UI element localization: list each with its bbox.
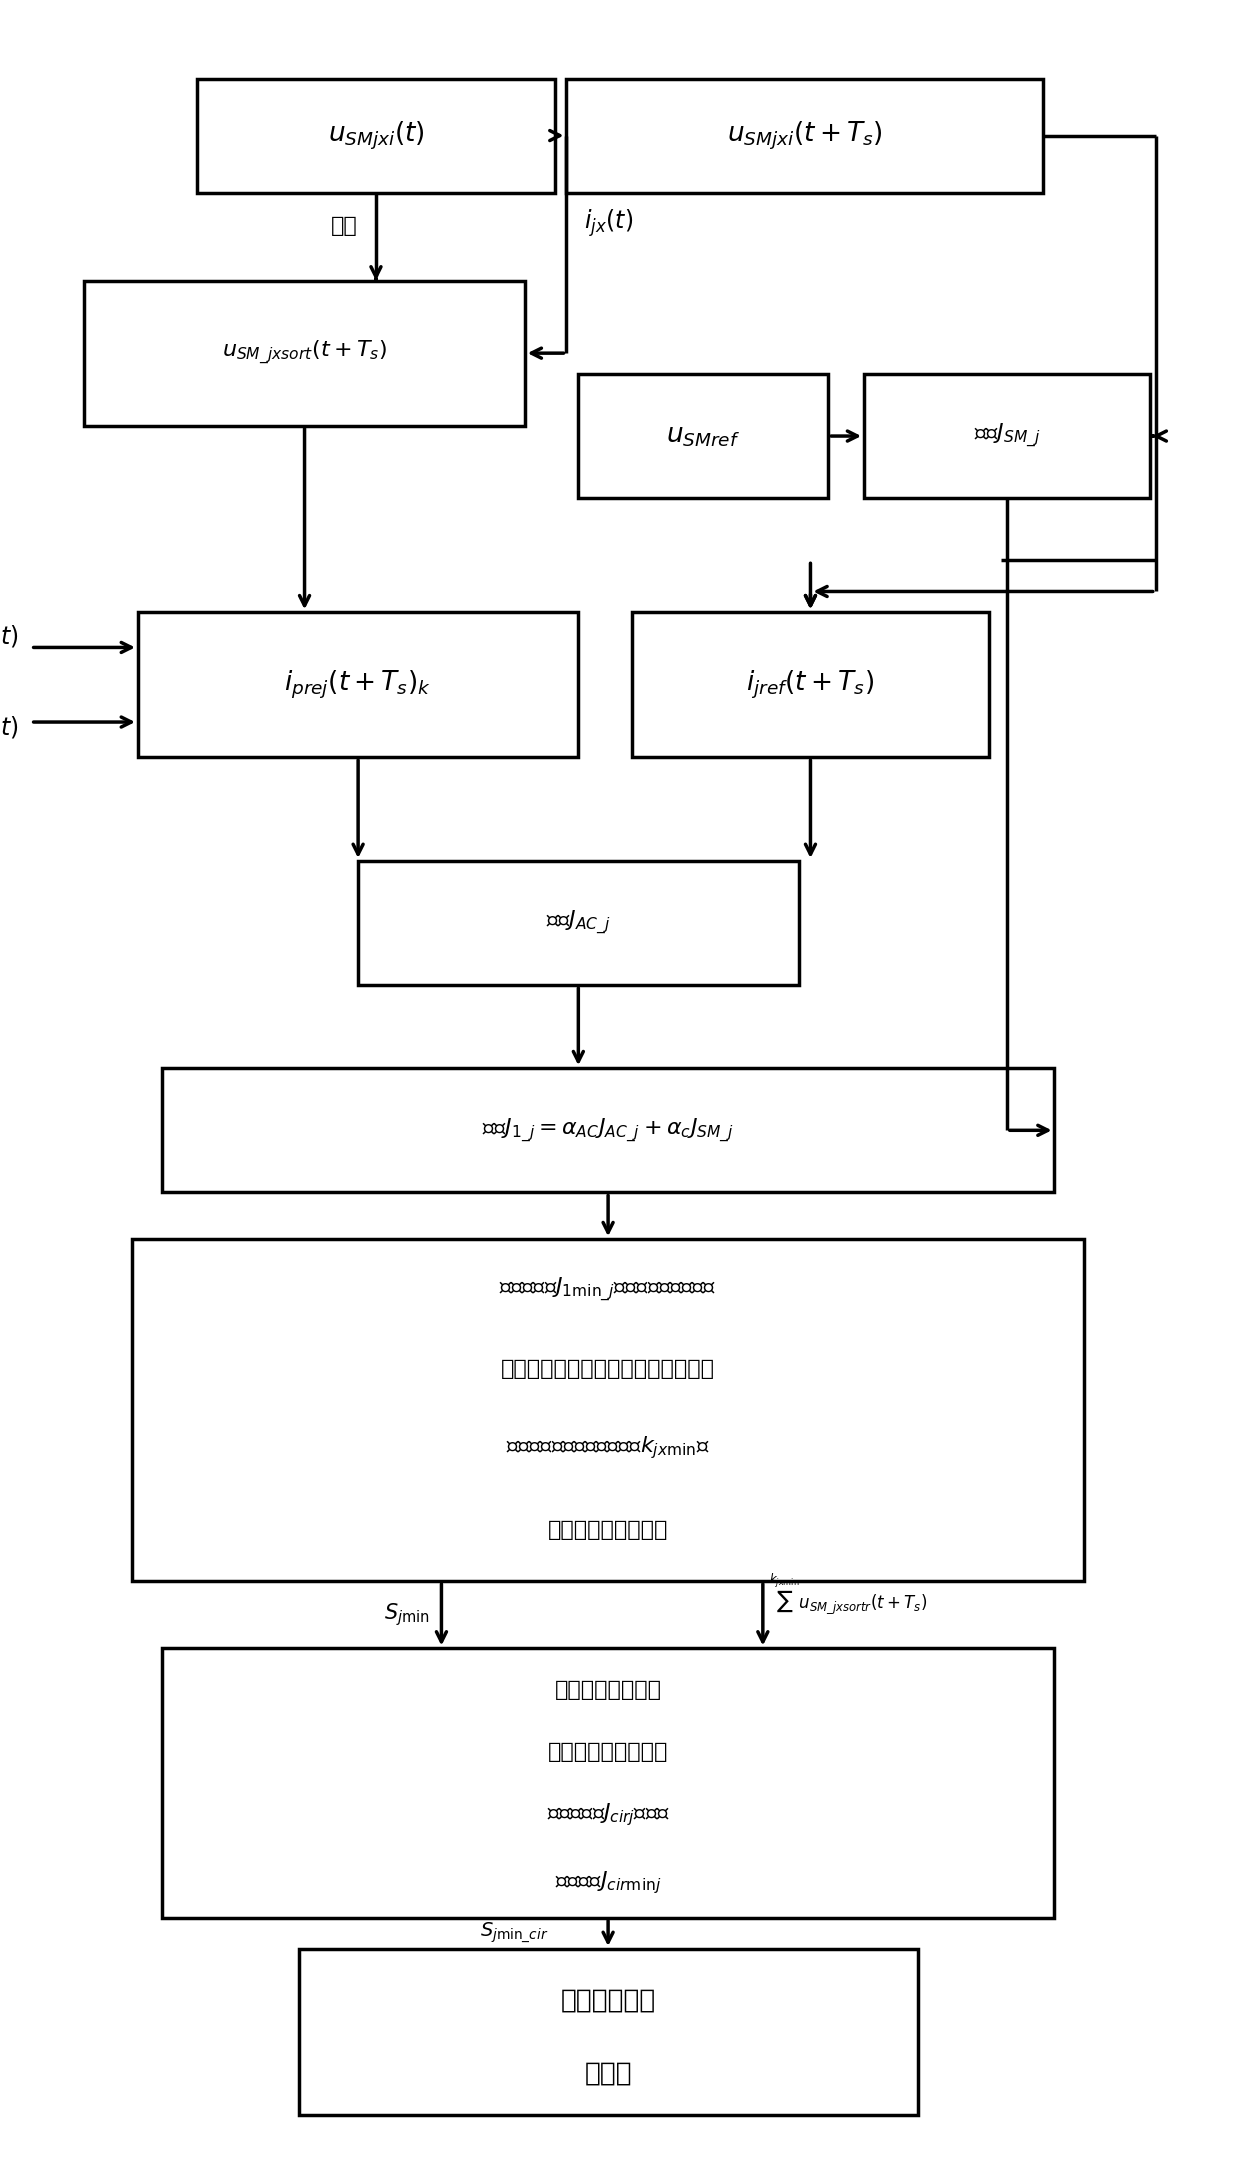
Bar (138, 613, 578, 757)
Text: 计算各个环流抑制: 计算各个环流抑制 (554, 1680, 662, 1700)
Text: $u_{SMref}$: $u_{SMref}$ (666, 423, 740, 449)
Text: 补偿电平下环流抑制: 补偿电平下环流抑制 (548, 1743, 668, 1762)
Text: 目标函数值$J_{cirj}$，并选: 目标函数值$J_{cirj}$，并选 (547, 1801, 670, 1827)
Text: $u_{SM\_jxsort}(t+T_s)$: $u_{SM\_jxsort}(t+T_s)$ (222, 339, 387, 367)
Text: 排序: 排序 (331, 216, 358, 237)
Text: 模块化多电平: 模块化多电平 (560, 1989, 656, 2015)
Bar (161, 1648, 1054, 1918)
Bar (864, 373, 1149, 498)
Bar (131, 1238, 1084, 1581)
Bar (161, 1068, 1054, 1193)
Bar (299, 1950, 918, 2114)
Text: 子模块电容电压之和: 子模块电容电压之和 (548, 1521, 668, 1540)
Bar (197, 78, 554, 192)
Text: 计算$J_{SM\_j}$: 计算$J_{SM\_j}$ (973, 423, 1040, 451)
Text: $u_{SMjxi}(t+T_s)$: $u_{SMjxi}(t+T_s)$ (727, 119, 883, 151)
Text: 计算$J_{1\_j}=\alpha_{AC}J_{AC\_j}+\alpha_c J_{SM\_j}$: 计算$J_{1\_j}=\alpha_{AC}J_{AC\_j}+\alpha_… (482, 1115, 734, 1145)
Text: $i_{sj}(t)$: $i_{sj}(t)$ (0, 623, 19, 656)
Text: 取最小值$J_{cir\min j}$: 取最小值$J_{cir\min j}$ (554, 1870, 661, 1896)
Text: $i_{prej}(t+T_s)_k$: $i_{prej}(t+T_s)_k$ (284, 669, 432, 701)
Text: 子模块电容电压排序矩阵前$k_{jx\min}$个: 子模块电容电压排序矩阵前$k_{jx\min}$个 (506, 1434, 711, 1460)
Text: $S_{j\min\_cir}$: $S_{j\min\_cir}$ (480, 1922, 548, 1946)
Text: $i_{jref}(t+T_s)$: $i_{jref}(t+T_s)$ (746, 669, 874, 701)
Text: $\overset{k_{jx\min}}{\sum}u_{SM\_jxsortr}(t+T_s)$: $\overset{k_{jx\min}}{\sum}u_{SM\_jxsort… (769, 1572, 928, 1616)
Text: 开关状态和对应的各个桥臂预测时刻: 开关状态和对应的各个桥臂预测时刻 (501, 1359, 715, 1378)
Bar (632, 613, 990, 757)
Text: $S_{j\min}$: $S_{j\min}$ (384, 1600, 429, 1629)
Text: 计算$J_{AC\_j}$: 计算$J_{AC\_j}$ (546, 908, 611, 938)
Text: 换流器: 换流器 (584, 2060, 632, 2086)
Text: $u_{sj}(t)$: $u_{sj}(t)$ (0, 714, 19, 746)
Bar (567, 78, 1043, 192)
Text: $u_{SMjxi}(t)$: $u_{SMjxi}(t)$ (327, 119, 424, 151)
Bar (84, 280, 525, 425)
Bar (358, 861, 799, 986)
Text: $i_{jx}(t)$: $i_{jx}(t)$ (584, 207, 634, 239)
Text: 选取最小值$J_{1\min\_j}$，记录最小值对应的: 选取最小值$J_{1\min\_j}$，记录最小值对应的 (500, 1275, 717, 1305)
Bar (578, 373, 828, 498)
